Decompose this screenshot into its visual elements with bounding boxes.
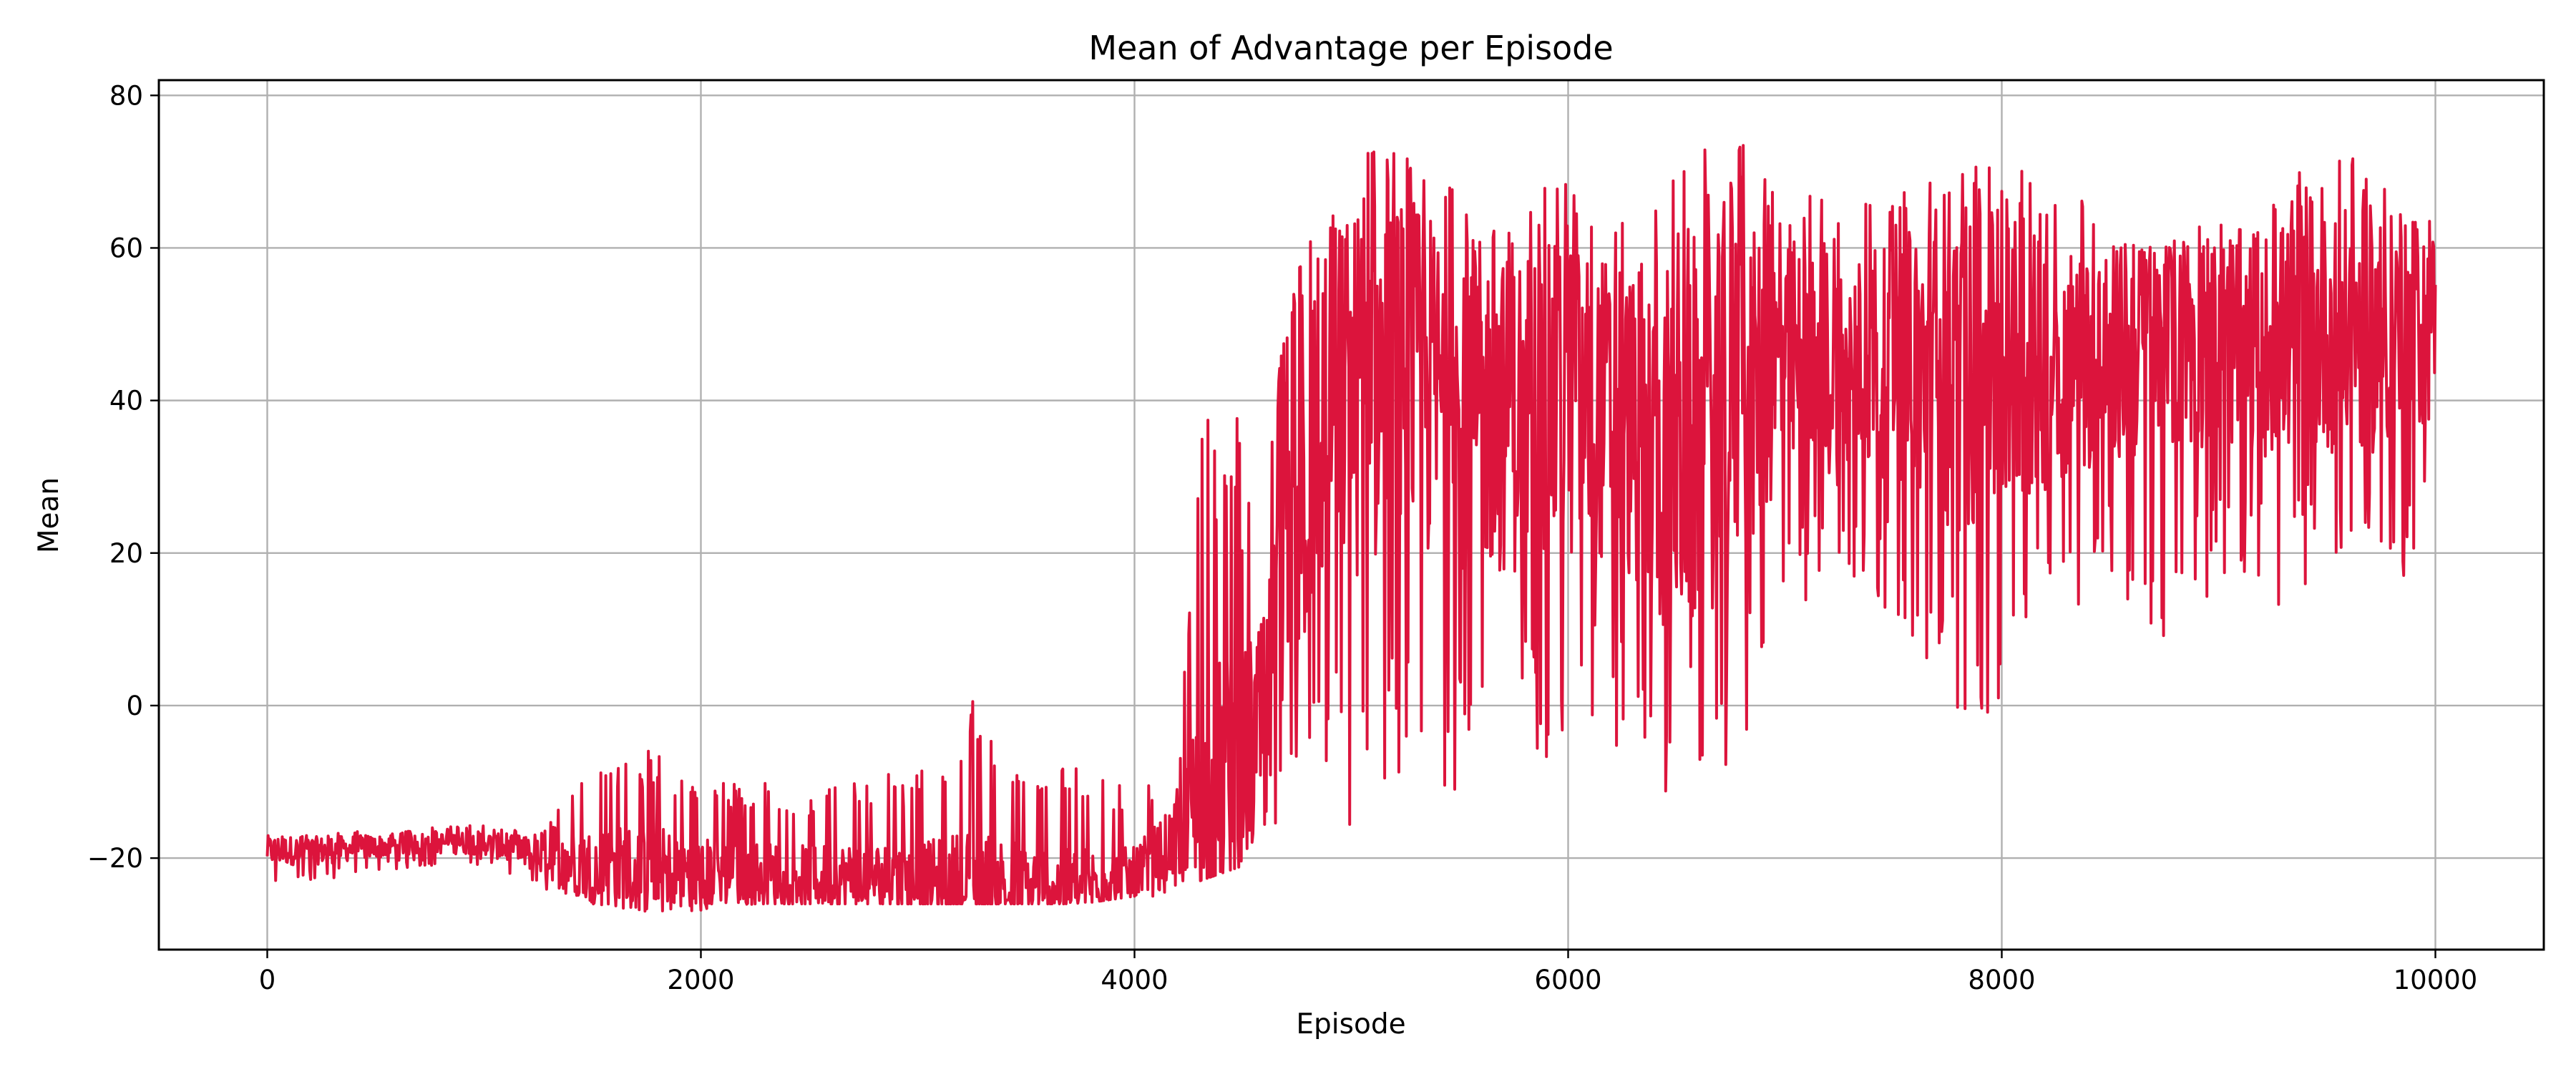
plot-frame (157, 79, 2545, 951)
axis-ticks: 0 2000 4000 6000 8000 10000 −20 0 20 40 60 80 (87, 80, 2477, 995)
chart-title: Mean of Advantage per Episode (1088, 29, 1613, 67)
y-tick-label: 0 (126, 691, 143, 721)
x-tick-label: 6000 (1534, 965, 1601, 995)
y-axis-label: Mean (33, 477, 65, 553)
y-tick-label: −20 (87, 843, 143, 874)
series-line (265, 144, 2437, 913)
y-tick-label: 80 (109, 80, 143, 111)
x-tick-label: 10000 (2394, 965, 2478, 995)
x-tick-label: 0 (259, 965, 276, 995)
x-axis-label: Episode (1296, 1008, 1405, 1041)
y-tick-label: 40 (109, 386, 143, 416)
x-tick-label: 2000 (667, 965, 734, 995)
data-series (265, 144, 2437, 913)
y-tick-label: 60 (109, 233, 143, 263)
y-tick-label: 20 (109, 538, 143, 569)
x-tick-label: 8000 (1968, 965, 2035, 995)
x-tick-label: 4000 (1101, 965, 1168, 995)
